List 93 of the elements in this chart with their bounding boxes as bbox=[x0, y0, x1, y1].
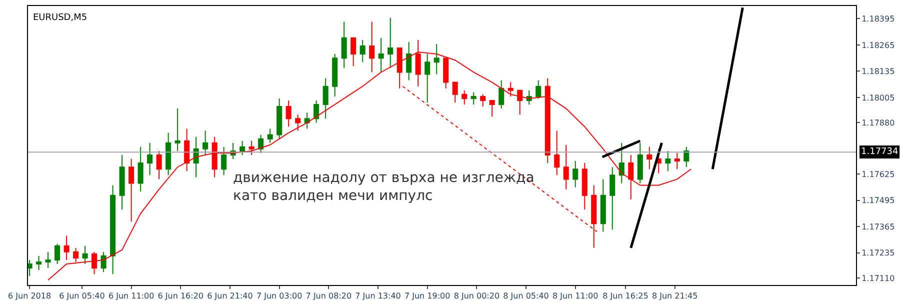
candlestick bbox=[82, 245, 88, 264]
x-tick-label: 6 Jun 2018 bbox=[8, 292, 52, 301]
candlestick bbox=[138, 146, 144, 192]
candlestick bbox=[156, 150, 162, 180]
y-tick-label: 1.17495 bbox=[862, 196, 895, 206]
candlestick bbox=[202, 130, 208, 156]
candlestick bbox=[674, 152, 680, 170]
candlestick bbox=[684, 146, 690, 168]
x-tick-label: 7 Jun 03:00 bbox=[256, 292, 302, 301]
candlestick bbox=[388, 17, 394, 69]
x-tick-label: 8 Jun 16:25 bbox=[602, 292, 648, 301]
candlestick bbox=[618, 142, 624, 184]
candlestick bbox=[341, 21, 347, 69]
x-tick-label: 7 Jun 08:20 bbox=[306, 292, 352, 301]
x-tick-label: 6 Jun 05:40 bbox=[59, 292, 105, 301]
y-tick-label: 1.18395 bbox=[862, 14, 895, 24]
x-tick-label: 7 Jun 19:00 bbox=[404, 292, 450, 301]
candlestick bbox=[258, 134, 264, 154]
candlestick bbox=[276, 98, 282, 140]
candlestick bbox=[406, 41, 412, 81]
ref-line-label: 1.17734 bbox=[861, 147, 898, 157]
x-tick-label: 8 Jun 05:40 bbox=[503, 292, 549, 301]
candlestick bbox=[322, 78, 328, 120]
x-tick-label: 6 Jun 11:00 bbox=[108, 292, 154, 301]
candlestick bbox=[378, 37, 384, 73]
candlestick bbox=[73, 247, 79, 262]
candlestick bbox=[92, 251, 98, 275]
candlestick bbox=[350, 37, 356, 67]
y-tick-label: 1.17235 bbox=[862, 248, 895, 258]
candlestick bbox=[480, 94, 486, 108]
candlestick bbox=[184, 128, 190, 172]
candlestick bbox=[54, 243, 60, 264]
candlestick bbox=[434, 43, 440, 75]
candlestick bbox=[304, 112, 310, 130]
candlestick bbox=[166, 132, 172, 176]
candlestick bbox=[610, 166, 616, 230]
candlestick bbox=[174, 108, 180, 152]
candlestick bbox=[240, 140, 246, 156]
x-tick-label: 8 Jun 11:00 bbox=[552, 292, 598, 301]
candlestick bbox=[498, 80, 504, 110]
candlestick bbox=[517, 90, 523, 116]
candlestick bbox=[637, 142, 643, 184]
candlestick bbox=[369, 21, 375, 73]
candlestick bbox=[128, 158, 134, 222]
text: EURUSD,M5 bbox=[32, 13, 88, 24]
candlestick bbox=[563, 144, 569, 190]
annotation: движение надолу от върха не изглежда като валиден мечи импулс bbox=[233, 170, 534, 204]
y-tick-label: 1.18135 bbox=[862, 67, 895, 76]
candlestick bbox=[452, 82, 458, 103]
candlestick bbox=[267, 128, 273, 144]
candlestick bbox=[28, 259, 32, 277]
y-tick-label: 1.17880 bbox=[862, 118, 895, 128]
candlestick bbox=[332, 54, 338, 97]
x-tick-label: 8 Jun 00:20 bbox=[454, 292, 500, 301]
candlestick bbox=[119, 154, 125, 210]
candlestick bbox=[314, 100, 320, 124]
candlestick bbox=[36, 255, 42, 271]
candlestick bbox=[489, 100, 495, 118]
y-tick-label: 1.18005 bbox=[862, 93, 895, 102]
candlestick bbox=[665, 150, 671, 172]
x-tick-label: 6 Jun 21:40 bbox=[207, 292, 253, 301]
candlestick bbox=[248, 140, 254, 156]
candlestick bbox=[110, 184, 116, 275]
y-tick-label: 1.17110 bbox=[862, 274, 895, 283]
y-tick-label: 1.17625 bbox=[862, 170, 895, 179]
candlestick bbox=[536, 80, 542, 99]
candlestick bbox=[100, 251, 106, 273]
candlestick bbox=[462, 90, 468, 106]
candlestick bbox=[424, 54, 430, 103]
candlestick bbox=[212, 136, 218, 178]
candlestick bbox=[221, 146, 227, 176]
candlestick bbox=[554, 130, 560, 176]
candlestick bbox=[600, 178, 606, 232]
y-tick-label: 1.17365 bbox=[862, 222, 895, 232]
candlestick bbox=[295, 114, 301, 132]
y-tick-label: 1.18265 bbox=[862, 40, 895, 50]
candlestick bbox=[470, 92, 476, 106]
candlestick bbox=[64, 235, 70, 260]
candlestick bbox=[628, 154, 634, 200]
candlestick bbox=[582, 162, 588, 210]
candlestick bbox=[360, 39, 366, 63]
candlestick bbox=[45, 251, 51, 269]
candlestick bbox=[286, 100, 292, 128]
candlestick bbox=[193, 136, 199, 178]
candlestick bbox=[147, 142, 153, 176]
candlestick bbox=[508, 82, 514, 97]
x-tick-label: 8 Jun 21:45 bbox=[652, 292, 698, 301]
candlestick bbox=[443, 58, 449, 89]
candlestick bbox=[572, 160, 578, 188]
x-tick-label: 6 Jun 16:20 bbox=[158, 292, 204, 301]
candlestick bbox=[544, 78, 550, 164]
x-tick-label: 7 Jun 13:40 bbox=[355, 292, 401, 301]
candlestick bbox=[646, 146, 652, 170]
